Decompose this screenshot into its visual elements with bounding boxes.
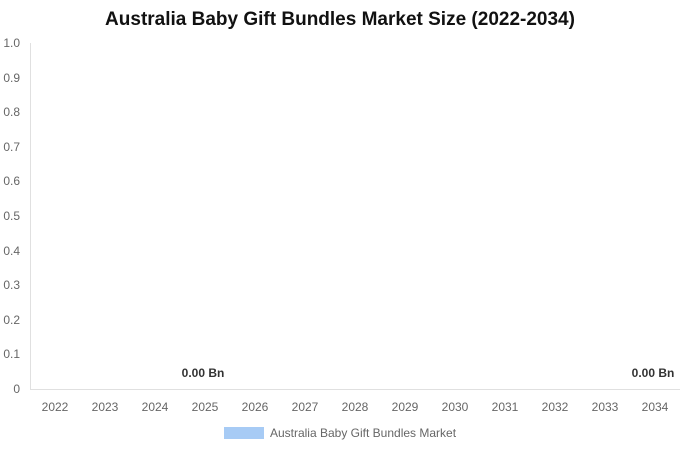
y-tick-label: 0.2 bbox=[3, 312, 20, 327]
y-tick-label: 1.0 bbox=[3, 36, 20, 50]
x-tick-label: 2029 bbox=[391, 400, 419, 414]
y-tick-label: 0.3 bbox=[3, 278, 20, 293]
x-tick-label: 2026 bbox=[241, 400, 269, 414]
plot-area bbox=[30, 43, 680, 389]
y-tick-label: 0.4 bbox=[3, 243, 20, 258]
x-tick-label: 2024 bbox=[141, 400, 169, 414]
legend[interactable]: Australia Baby Gift Bundles Market bbox=[0, 426, 680, 440]
x-tick-label: 2028 bbox=[341, 400, 369, 414]
x-tick-label: 2025 bbox=[191, 400, 219, 414]
x-tick-label: 2030 bbox=[441, 400, 469, 414]
y-tick-label: 0.5 bbox=[3, 209, 20, 223]
x-tick-label: 2034 bbox=[641, 400, 669, 414]
x-axis-line bbox=[30, 389, 680, 390]
x-tick-label: 2023 bbox=[91, 400, 119, 414]
legend-label: Australia Baby Gift Bundles Market bbox=[269, 426, 457, 440]
x-tick-label: 2032 bbox=[541, 400, 569, 414]
x-tick-label: 2033 bbox=[591, 400, 619, 414]
chart-title: Australia Baby Gift Bundles Market Size … bbox=[105, 9, 575, 30]
y-tick-label: 0.9 bbox=[3, 70, 20, 85]
data-label: 0.00 Bn bbox=[181, 366, 225, 380]
x-tick-label: 2031 bbox=[491, 400, 519, 414]
data-label: 0.00 Bn bbox=[631, 366, 675, 380]
y-tick-label: 0 bbox=[13, 382, 20, 396]
x-tick-label: 2022 bbox=[41, 400, 69, 414]
y-tick-label: 0.1 bbox=[3, 347, 20, 362]
x-tick-label: 2027 bbox=[291, 400, 319, 414]
y-axis-line bbox=[30, 43, 31, 389]
y-tick-label: 0.8 bbox=[3, 105, 20, 120]
y-tick-label: 0.7 bbox=[3, 139, 20, 154]
legend-swatch bbox=[223, 427, 264, 439]
y-tick-label: 0.6 bbox=[3, 174, 20, 189]
